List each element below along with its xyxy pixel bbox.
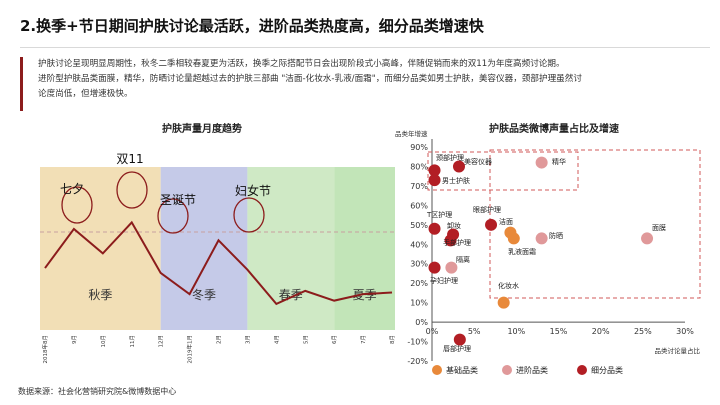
season-band-1 xyxy=(160,167,248,330)
y-tick-1: -10% xyxy=(407,338,428,347)
y-tick-9: 70% xyxy=(410,182,428,191)
annotation-circle-0 xyxy=(61,186,93,224)
category-point-13 xyxy=(428,261,441,274)
category-point-9 xyxy=(507,232,520,245)
category-point-12 xyxy=(445,261,458,274)
annotation-label-1: 双11 xyxy=(116,152,143,166)
category-label-3: 精华 xyxy=(552,157,566,166)
data-source: 数据来源：社会化营销研究院&微博数据中心 xyxy=(18,387,177,396)
category-label-6: 手部护理 xyxy=(443,238,471,247)
category-label-10: 防晒 xyxy=(549,231,563,240)
y-tick-8: 60% xyxy=(410,201,428,210)
y-tick-5: 30% xyxy=(410,260,428,269)
annotation-circle-1 xyxy=(116,171,148,209)
category-label-8: 洁面 xyxy=(499,217,513,226)
month-tick-11: 7月 xyxy=(360,335,367,344)
annotation-circle-2 xyxy=(157,198,189,234)
month-tick-4: 12月 xyxy=(158,335,165,348)
line-chart-title: 护肤声量月度趋势 xyxy=(162,124,242,135)
category-point-2 xyxy=(452,160,465,173)
y-tick-3: 10% xyxy=(410,299,428,308)
scatter-chart-title: 护肤品类微博声量占比及增速 xyxy=(489,124,619,135)
month-tick-1: 9月 xyxy=(71,335,78,344)
month-tick-10: 6月 xyxy=(331,335,338,344)
category-point-6 xyxy=(444,234,457,247)
annotation-label-2: 圣诞节 xyxy=(160,193,196,207)
y-tick-10: 80% xyxy=(410,162,428,171)
season-band-0 xyxy=(40,167,161,330)
x-tick-1: 5% xyxy=(468,327,481,336)
season-label-0: 秋季 xyxy=(88,288,112,302)
annotation-label-3: 妇女节 xyxy=(235,183,271,198)
month-tick-8: 4月 xyxy=(273,335,280,344)
category-point-0 xyxy=(428,164,441,177)
title-divider xyxy=(20,47,710,48)
legend-swatch-2 xyxy=(577,365,587,375)
month-tick-7: 3月 xyxy=(244,335,251,344)
category-point-15 xyxy=(453,333,466,346)
y-tick-11: 90% xyxy=(410,143,428,152)
season-band-2 xyxy=(247,167,335,330)
legend-label-0: 基础品类 xyxy=(446,365,478,375)
category-label-0: 颈部护理 xyxy=(436,153,464,162)
month-tick-6: 2月 xyxy=(216,335,223,344)
season-label-1: 冬季 xyxy=(192,287,216,302)
x-tick-4: 20% xyxy=(592,327,610,336)
annotation-circle-3 xyxy=(233,197,265,233)
y-axis-label: 品类年增速 xyxy=(395,129,428,138)
y-tick-2: 0% xyxy=(415,318,428,327)
month-tick-2: 10月 xyxy=(100,335,107,348)
legend-swatch-0 xyxy=(432,365,442,375)
legend-swatch-1 xyxy=(502,365,512,375)
legend-label-2: 细分品类 xyxy=(591,365,623,375)
month-tick-3: 11月 xyxy=(129,335,136,348)
category-label-2: 美容仪器 xyxy=(464,157,492,166)
season-label-2: 春季 xyxy=(279,288,303,302)
category-point-11 xyxy=(641,232,654,245)
y-tick-6: 40% xyxy=(410,240,428,249)
body-accent-bar xyxy=(20,57,23,111)
category-label-4: T区护理 xyxy=(426,210,452,219)
x-tick-0: 0% xyxy=(426,327,439,336)
x-axis-label: 品类讨论量占比 xyxy=(655,346,701,355)
page-title: 2.换季+节日期间护肤讨论最活跃，进阶品类热度高，细分品类增速快 xyxy=(20,17,484,35)
category-point-1 xyxy=(428,174,441,187)
category-label-11: 面膜 xyxy=(652,223,666,232)
month-tick-0: 2018年8月 xyxy=(41,335,49,364)
season-band-3 xyxy=(334,167,395,330)
category-label-7: 眼部护理 xyxy=(473,205,501,214)
category-label-15: 唇部护理 xyxy=(443,344,471,353)
y-tick-7: 50% xyxy=(410,221,428,230)
legend-label-1: 进阶品类 xyxy=(516,365,548,375)
category-label-12: 隔离 xyxy=(456,255,470,264)
category-label-14: 化妆水 xyxy=(498,281,519,290)
x-tick-5: 25% xyxy=(634,327,652,336)
x-tick-2: 10% xyxy=(507,327,525,336)
category-point-10 xyxy=(535,232,548,245)
x-tick-3: 15% xyxy=(550,327,568,336)
summary-line-3: 论度尚低，但增速极快。 xyxy=(38,89,133,99)
category-label-5: 卸妆 xyxy=(447,221,461,230)
y-tick-4: 20% xyxy=(410,279,428,288)
highlight-box-small xyxy=(427,151,579,191)
month-tick-5: 2019年1月 xyxy=(186,335,194,364)
summary-line-1: 护肤讨论呈现明显周期性，秋冬二季相较春夏更为活跃，换季之际搭配节日会出现阶段式小… xyxy=(38,59,565,69)
category-point-3 xyxy=(535,156,548,169)
category-point-14 xyxy=(497,296,510,309)
category-label-9: 乳液面霜 xyxy=(508,247,536,256)
category-point-4 xyxy=(428,222,441,235)
month-tick-9: 5月 xyxy=(302,335,309,344)
y-tick-0: -20% xyxy=(407,357,428,366)
category-point-7 xyxy=(485,218,498,231)
category-label-1: 男士护肤 xyxy=(442,176,470,185)
month-tick-12: 8月 xyxy=(389,335,396,344)
summary-text: 护肤讨论呈现明显周期性，秋冬二季相较春夏更为活跃，换季之际搭配节日会出现阶段式小… xyxy=(38,57,698,102)
highlight-box-large xyxy=(489,149,701,299)
annotation-label-0: 七夕 xyxy=(60,182,84,196)
summary-line-2: 进阶型护肤品类面膜，精华，防晒讨论量超越过去的护肤三部曲 "洁面-化妆水-乳液/… xyxy=(38,74,582,84)
category-label-13: 孕妇护理 xyxy=(430,276,458,285)
x-tick-6: 30% xyxy=(676,327,694,336)
